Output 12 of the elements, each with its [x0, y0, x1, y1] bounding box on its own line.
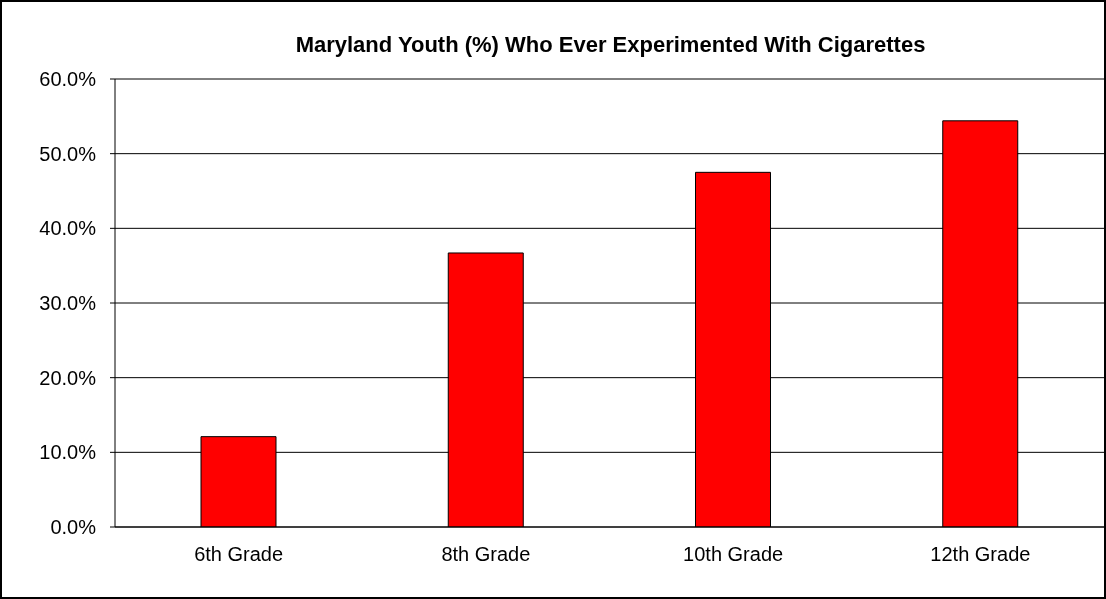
x-tick-label: 12th Grade	[930, 543, 1031, 566]
y-tick-label: 20.0%	[39, 366, 97, 389]
x-tick-label: 10th Grade	[683, 543, 784, 566]
x-tick-label: 8th Grade	[441, 543, 531, 566]
y-tick-label: 30.0%	[39, 292, 97, 315]
chart-title: Maryland Youth (%) Who Ever Experimented With Cigarettes	[294, 32, 927, 58]
y-tick-label: 60.0%	[39, 68, 97, 91]
y-tick-label: 40.0%	[39, 217, 97, 240]
x-tick-label: 6th Grade	[194, 543, 284, 566]
y-tick-label: 0.0%	[50, 516, 97, 539]
y-tick-label: 50.0%	[39, 142, 97, 165]
y-tick-label: 10.0%	[39, 441, 97, 464]
